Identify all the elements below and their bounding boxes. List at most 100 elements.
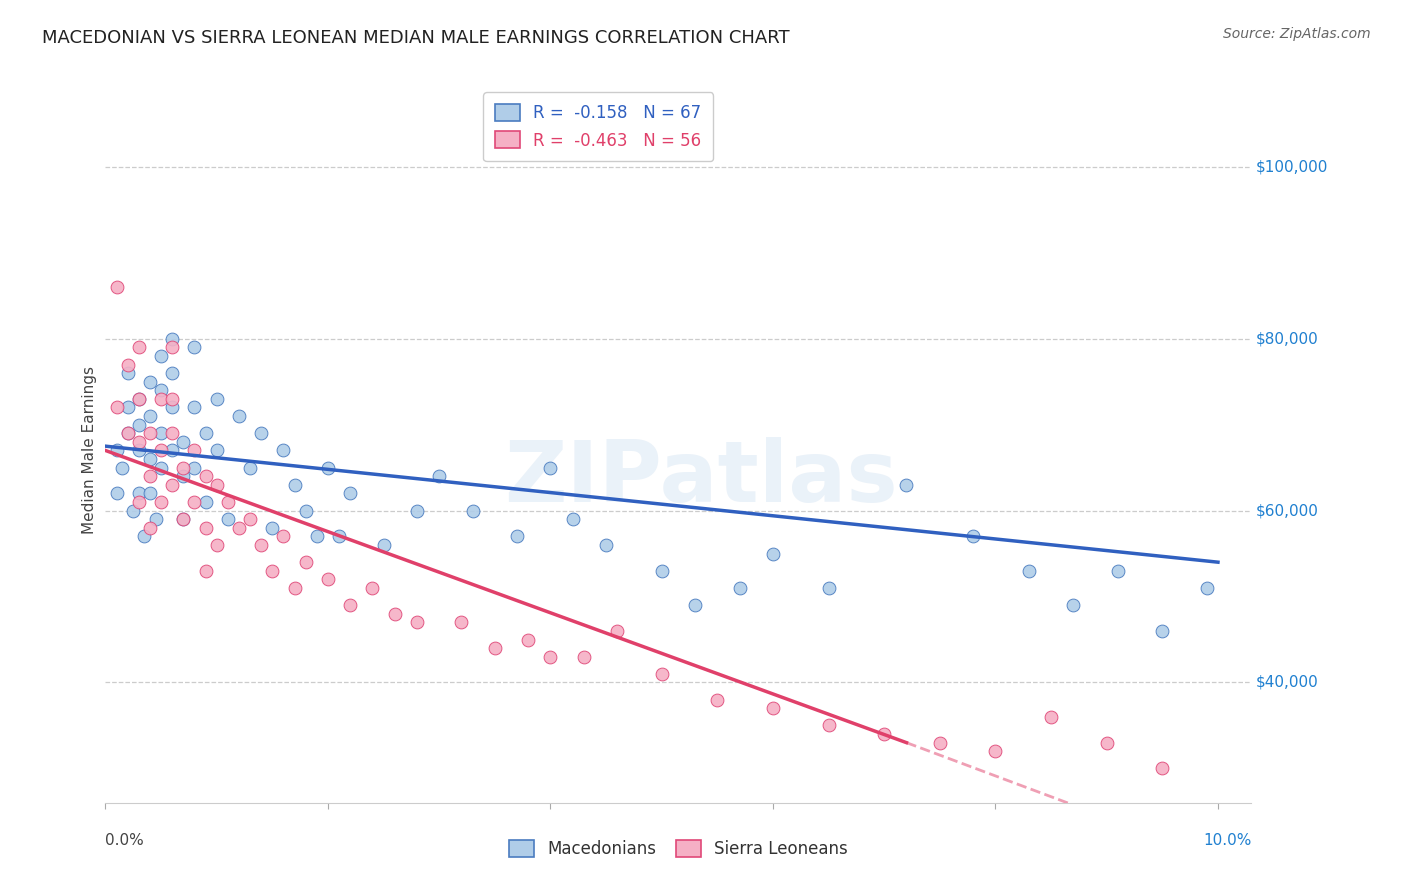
Point xyxy=(461,503,484,517)
Text: 0.0%: 0.0% xyxy=(105,833,145,847)
Point xyxy=(172,434,194,449)
Point xyxy=(873,727,896,741)
Point xyxy=(128,392,150,406)
Point xyxy=(651,666,673,681)
Point xyxy=(205,478,228,492)
Point xyxy=(561,512,583,526)
Point xyxy=(128,495,150,509)
Point xyxy=(316,460,339,475)
Point xyxy=(284,478,307,492)
Point xyxy=(117,401,139,415)
Point xyxy=(160,478,183,492)
Point xyxy=(762,547,785,561)
Point xyxy=(817,718,839,732)
Point xyxy=(128,434,150,449)
Point xyxy=(160,401,183,415)
Point xyxy=(217,512,239,526)
Point xyxy=(111,460,134,475)
Point xyxy=(1107,564,1129,578)
Point xyxy=(1152,761,1174,775)
Point xyxy=(651,564,673,578)
Text: $40,000: $40,000 xyxy=(1256,675,1319,690)
Point xyxy=(139,521,162,535)
Point xyxy=(450,615,472,630)
Point xyxy=(595,538,617,552)
Point xyxy=(339,486,361,500)
Point xyxy=(1152,624,1174,638)
Point xyxy=(517,632,540,647)
Point xyxy=(139,469,162,483)
Point xyxy=(160,443,183,458)
Point xyxy=(139,409,162,423)
Point xyxy=(117,358,139,372)
Point xyxy=(150,460,173,475)
Point xyxy=(250,538,273,552)
Point xyxy=(150,495,173,509)
Point xyxy=(262,564,284,578)
Text: MACEDONIAN VS SIERRA LEONEAN MEDIAN MALE EARNINGS CORRELATION CHART: MACEDONIAN VS SIERRA LEONEAN MEDIAN MALE… xyxy=(42,29,790,46)
Point xyxy=(183,495,205,509)
Point xyxy=(273,529,295,543)
Point xyxy=(406,503,429,517)
Point xyxy=(706,692,728,706)
Point xyxy=(160,366,183,380)
Text: $100,000: $100,000 xyxy=(1256,160,1327,174)
Point xyxy=(194,426,217,441)
Point xyxy=(105,401,128,415)
Point xyxy=(205,443,228,458)
Point xyxy=(172,512,194,526)
Point xyxy=(1195,581,1218,595)
Point xyxy=(128,340,150,354)
Point xyxy=(183,401,205,415)
Point xyxy=(172,460,194,475)
Point xyxy=(117,366,139,380)
Text: $60,000: $60,000 xyxy=(1256,503,1319,518)
Point xyxy=(172,469,194,483)
Point xyxy=(194,521,217,535)
Point xyxy=(128,417,150,432)
Point xyxy=(484,641,506,656)
Point xyxy=(128,486,150,500)
Point xyxy=(506,529,529,543)
Text: ZIPatlas: ZIPatlas xyxy=(505,437,898,520)
Point xyxy=(145,512,167,526)
Y-axis label: Median Male Earnings: Median Male Earnings xyxy=(82,367,97,534)
Point xyxy=(205,538,228,552)
Point xyxy=(105,443,128,458)
Point xyxy=(239,512,262,526)
Point xyxy=(105,486,128,500)
Point xyxy=(817,581,839,595)
Point xyxy=(606,624,628,638)
Point xyxy=(406,615,429,630)
Point xyxy=(117,426,139,441)
Point xyxy=(427,469,450,483)
Point xyxy=(1040,710,1063,724)
Point xyxy=(262,521,284,535)
Point xyxy=(160,332,183,346)
Point xyxy=(328,529,350,543)
Point xyxy=(139,375,162,389)
Point xyxy=(728,581,751,595)
Point xyxy=(540,460,562,475)
Point xyxy=(572,649,595,664)
Legend: Macedonians, Sierra Leoneans: Macedonians, Sierra Leoneans xyxy=(499,830,858,869)
Point xyxy=(160,426,183,441)
Point xyxy=(339,598,361,612)
Point xyxy=(150,426,173,441)
Point xyxy=(273,443,295,458)
Point xyxy=(150,392,173,406)
Point xyxy=(294,555,316,569)
Point xyxy=(683,598,706,612)
Point xyxy=(896,478,918,492)
Point xyxy=(122,503,145,517)
Point xyxy=(540,649,562,664)
Text: Source: ZipAtlas.com: Source: ZipAtlas.com xyxy=(1223,27,1371,41)
Point xyxy=(139,452,162,467)
Point xyxy=(305,529,328,543)
Point xyxy=(160,392,183,406)
Text: 10.0%: 10.0% xyxy=(1204,833,1251,847)
Point xyxy=(384,607,406,621)
Point xyxy=(1095,736,1118,750)
Point xyxy=(294,503,316,517)
Point xyxy=(316,573,339,587)
